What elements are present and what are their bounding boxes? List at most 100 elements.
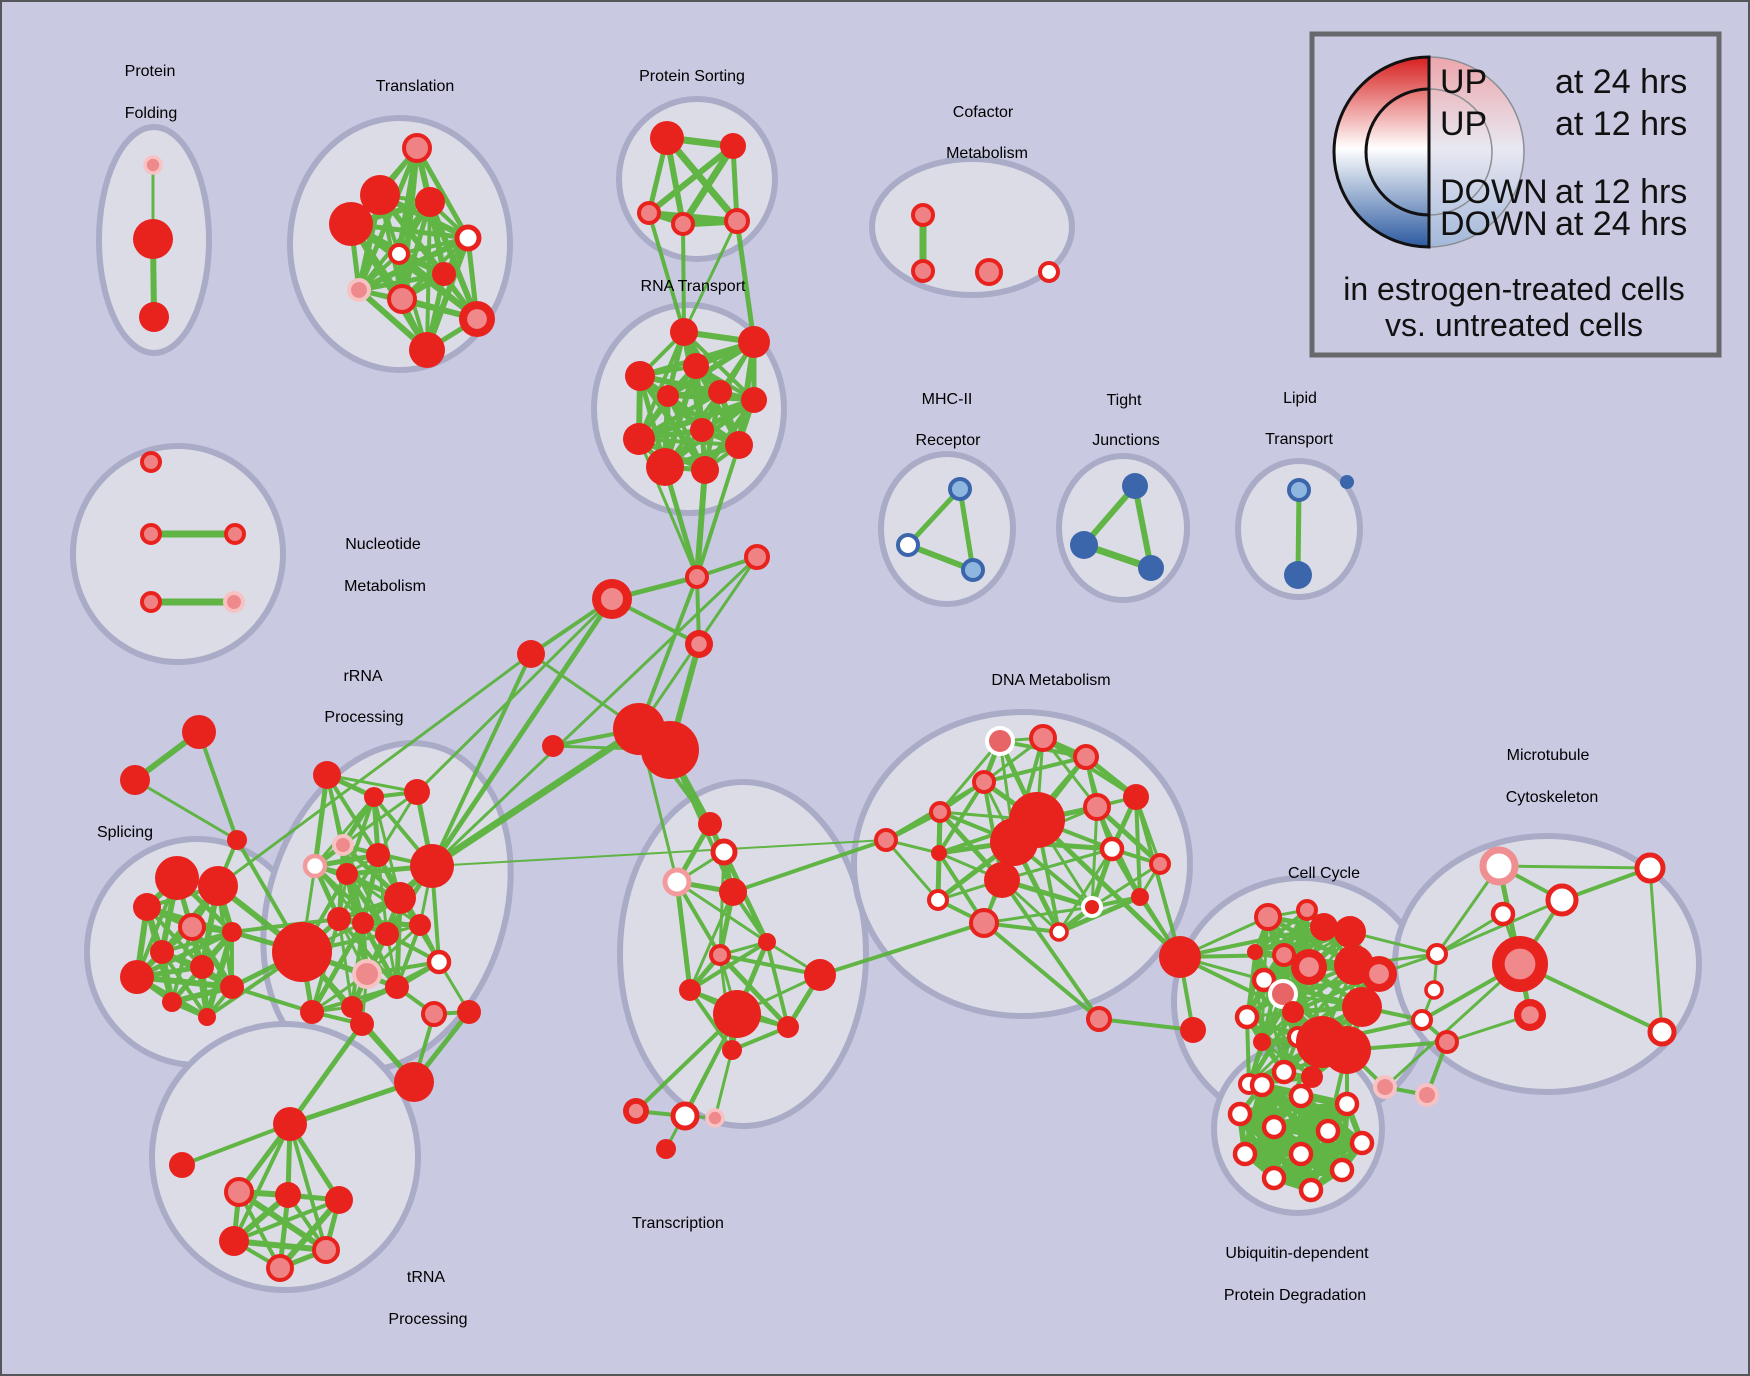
node-144 <box>1272 943 1296 967</box>
label-nucleotide-metabolism-0: Nucleotide <box>345 536 421 553</box>
network-edge <box>1237 1101 1350 1117</box>
node-41 <box>1287 478 1311 502</box>
label-protein-folding-0: Protein <box>125 63 176 80</box>
node-77 <box>366 843 390 867</box>
node-167 <box>1545 883 1579 917</box>
node-161 <box>1424 980 1444 1000</box>
node-27 <box>708 380 732 404</box>
network-nodes <box>120 121 1677 1282</box>
node-31 <box>623 423 655 455</box>
node-172 <box>1647 1017 1677 1047</box>
label-rna-transport-0: RNA Transport <box>641 278 746 295</box>
label-transcription-0: Transcription <box>632 1215 724 1232</box>
legend-dir-2: DOWN <box>1440 173 1548 211</box>
label-ubiquitin-degradation-1: Protein Degradation <box>1224 1287 1366 1304</box>
node-4 <box>360 175 400 215</box>
cluster-bubble-nucleotide-metabolism <box>70 443 286 665</box>
network-edge <box>431 839 887 867</box>
legend-half-12h <box>1364 87 1431 217</box>
node-51 <box>227 830 247 850</box>
network-edge <box>731 838 888 894</box>
network-edge <box>430 555 759 868</box>
label-tight-junctions-1: Junctions <box>1092 432 1160 449</box>
node-56-inner <box>691 636 707 652</box>
node-34 <box>691 456 719 484</box>
node-154 <box>1253 1033 1271 1051</box>
network-edge <box>1648 866 1664 1034</box>
network-edge <box>734 218 757 345</box>
node-102 <box>698 812 722 836</box>
network-edge <box>905 486 963 548</box>
cluster-bubble-tight-junctions <box>1056 453 1190 603</box>
node-80 <box>327 907 351 931</box>
node-24 <box>738 326 770 358</box>
node-90 <box>273 1107 307 1141</box>
node-108 <box>679 979 701 1001</box>
network-edge <box>681 222 686 334</box>
node-174 <box>1288 1083 1314 1109</box>
cluster-bubble-trna-processing <box>149 1021 421 1293</box>
legend-dir-0: UP <box>1440 63 1487 101</box>
network-edge <box>134 929 235 980</box>
node-131 <box>1131 888 1149 906</box>
node-136 <box>1086 1006 1112 1032</box>
node-18 <box>724 208 750 234</box>
node-6 <box>329 202 373 246</box>
node-74 <box>332 834 354 856</box>
label-trna-processing-1: Processing <box>388 1311 467 1328</box>
network-edge <box>1000 878 1101 1021</box>
node-33 <box>646 448 684 486</box>
node-121 <box>972 770 996 794</box>
node-9 <box>432 262 456 286</box>
network-edge <box>663 134 741 225</box>
node-50 <box>120 765 150 795</box>
network-edge <box>713 1048 734 1120</box>
node-165 <box>1415 1083 1439 1107</box>
network-edge <box>312 772 330 869</box>
node-23 <box>670 318 698 346</box>
node-94 <box>325 1186 353 1214</box>
node-19 <box>911 203 935 227</box>
network-edge <box>1132 483 1154 571</box>
node-112 <box>722 1040 742 1060</box>
network-edge <box>325 773 380 857</box>
network-edge <box>675 880 769 944</box>
legend-dir-3: DOWN <box>1440 205 1548 243</box>
node-113-inner <box>628 1103 644 1119</box>
node-139 <box>1254 903 1282 931</box>
network-edge <box>957 486 976 573</box>
network-edge <box>662 464 700 580</box>
legend-footer-1: vs. untreated cells <box>1385 307 1643 343</box>
node-183 <box>1261 1165 1287 1191</box>
node-123 <box>931 845 947 861</box>
network-edge <box>938 739 1002 814</box>
label-trna-processing-0: tRNA <box>407 1269 446 1286</box>
node-132 <box>926 888 950 912</box>
node-65 <box>150 940 174 964</box>
node-106 <box>758 933 776 951</box>
node-16 <box>637 201 661 225</box>
network-edge <box>325 773 419 794</box>
network-edge <box>231 1238 329 1253</box>
node-135 <box>1049 922 1069 942</box>
node-1 <box>133 219 173 259</box>
network-edge <box>717 952 791 1030</box>
node-95 <box>219 1226 249 1256</box>
network-edge <box>360 920 400 990</box>
node-96 <box>312 1236 340 1264</box>
node-103 <box>710 838 738 866</box>
network-edge <box>1134 795 1182 959</box>
node-68 <box>220 975 244 999</box>
node-2 <box>139 302 169 332</box>
node-99 <box>421 1001 447 1027</box>
node-134 <box>1081 896 1103 918</box>
network-edge <box>277 1197 342 1271</box>
node-76 <box>336 863 358 885</box>
node-97 <box>266 1254 294 1282</box>
label-protein-folding-1: Folding <box>125 105 177 122</box>
node-55 <box>744 544 770 570</box>
node-58 <box>641 721 699 779</box>
network-edge <box>937 780 986 855</box>
node-122 <box>929 801 951 823</box>
network-edge <box>1094 804 1163 867</box>
